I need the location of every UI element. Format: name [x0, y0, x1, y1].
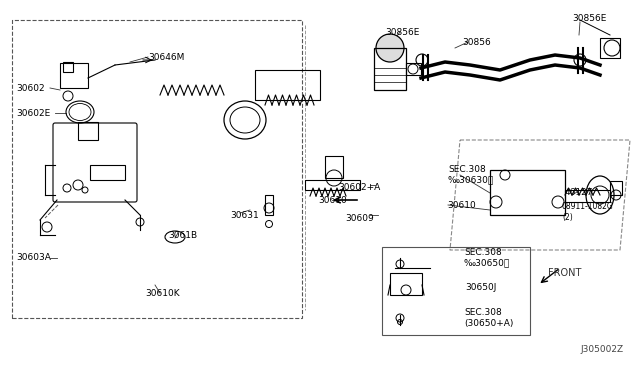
Bar: [90, 165, 125, 180]
Text: SEC.308
‰30650〱: SEC.308 ‰30650〱: [464, 248, 510, 268]
Text: 30602+A: 30602+A: [338, 183, 380, 192]
Bar: [490, 170, 565, 215]
Text: 30610: 30610: [318, 196, 347, 205]
Text: 30650J: 30650J: [465, 283, 497, 292]
Text: J305002Z: J305002Z: [580, 346, 623, 355]
Text: 08911-1082G
(2): 08911-1082G (2): [562, 202, 614, 222]
Bar: [265, 195, 273, 215]
Text: 30603A: 30603A: [16, 253, 51, 263]
Text: 30856E: 30856E: [385, 28, 419, 36]
Bar: [255, 70, 320, 100]
Bar: [374, 48, 406, 90]
Text: SEC.308
(30650+A): SEC.308 (30650+A): [464, 308, 513, 328]
Bar: [60, 63, 88, 88]
Circle shape: [376, 34, 404, 62]
Text: SEC.308
‰30630〱: SEC.308 ‰30630〱: [448, 165, 494, 185]
Text: FRONT: FRONT: [548, 268, 581, 278]
Text: 30602E: 30602E: [16, 109, 51, 118]
Text: 30610K: 30610K: [145, 289, 180, 298]
Bar: [390, 273, 422, 295]
Text: 30856: 30856: [462, 38, 491, 46]
Bar: [610, 181, 622, 195]
Bar: [325, 156, 343, 178]
Bar: [565, 190, 610, 202]
Text: 30856E: 30856E: [572, 13, 606, 22]
Text: 30631: 30631: [230, 211, 259, 219]
Bar: [78, 122, 98, 140]
Bar: [406, 63, 421, 75]
Text: 3061B: 3061B: [168, 231, 197, 240]
Bar: [382, 247, 530, 335]
Text: 46127: 46127: [565, 187, 593, 196]
Text: 30602: 30602: [16, 83, 45, 93]
Bar: [63, 62, 73, 72]
Bar: [12, 20, 302, 318]
Text: 30609: 30609: [345, 214, 374, 222]
Bar: [305, 180, 360, 190]
Text: 30610: 30610: [447, 201, 476, 209]
Text: 30646M: 30646M: [148, 52, 184, 61]
Bar: [600, 38, 620, 58]
